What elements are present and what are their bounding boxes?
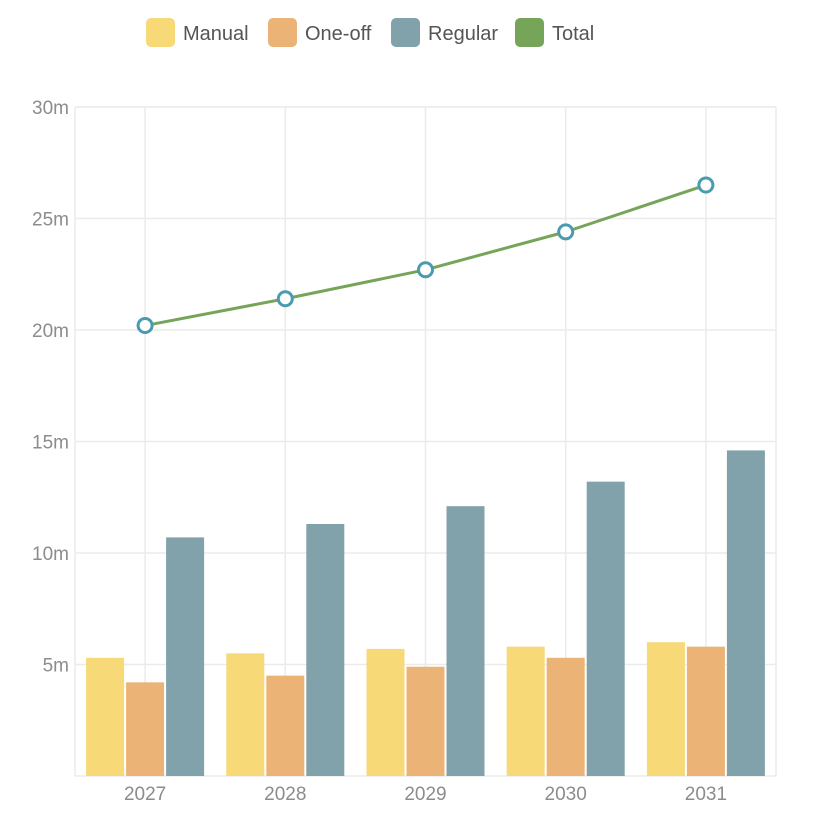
- legend-swatch: [391, 18, 420, 47]
- bar-one-off: [406, 666, 445, 776]
- legend-label: Manual: [183, 23, 249, 45]
- y-tick-label: 20m: [32, 321, 69, 342]
- legend-item-manual[interactable]: Manual: [146, 18, 249, 47]
- legend-swatch: [268, 18, 297, 47]
- y-tick-label: 10m: [32, 544, 69, 565]
- x-tick-label: 2029: [404, 784, 446, 805]
- y-tick-label: 25m: [32, 210, 69, 231]
- total-line-series: [136, 176, 715, 335]
- x-tick-label: 2031: [685, 784, 727, 805]
- bar-regular: [726, 450, 765, 776]
- point-total: [136, 317, 154, 335]
- bar-regular: [306, 524, 345, 776]
- y-axis: 5m 10m 15m 20m 25m 30m: [32, 98, 69, 677]
- bar-one-off: [126, 682, 165, 776]
- point-total: [417, 261, 434, 279]
- x-axis: 2027 2028 2029 2030 2031: [124, 784, 727, 805]
- legend-item-one-off[interactable]: One-off: [268, 18, 372, 47]
- bar-manual: [226, 653, 265, 776]
- point-total: [557, 223, 575, 241]
- bar-regular: [166, 537, 205, 776]
- bar-one-off: [266, 675, 305, 776]
- legend-label: Regular: [428, 23, 498, 45]
- bar-series: [86, 450, 765, 776]
- point-total: [697, 176, 715, 194]
- legend-swatch: [515, 18, 544, 47]
- bar-one-off: [686, 646, 725, 776]
- bar-one-off: [546, 657, 585, 776]
- legend-item-total[interactable]: Total: [515, 18, 594, 47]
- bar-manual: [506, 646, 545, 776]
- legend-swatch: [146, 18, 175, 47]
- x-tick-label: 2027: [124, 784, 166, 805]
- bar-regular: [586, 481, 625, 776]
- bar-regular: [446, 506, 485, 776]
- legend-item-regular[interactable]: Regular: [391, 18, 498, 47]
- bar-manual: [646, 642, 685, 776]
- point-total: [276, 290, 294, 308]
- x-tick-label: 2028: [264, 784, 306, 805]
- y-tick-label: 15m: [32, 433, 69, 454]
- y-tick-label: 5m: [43, 656, 69, 677]
- bar-manual: [86, 657, 125, 776]
- legend: Manual One-off Regular Total: [146, 18, 594, 47]
- x-tick-label: 2030: [545, 784, 587, 805]
- legend-label: Total: [552, 23, 594, 45]
- bar-manual: [366, 648, 405, 776]
- legend-label: One-off: [305, 23, 372, 45]
- y-tick-label: 30m: [32, 98, 69, 119]
